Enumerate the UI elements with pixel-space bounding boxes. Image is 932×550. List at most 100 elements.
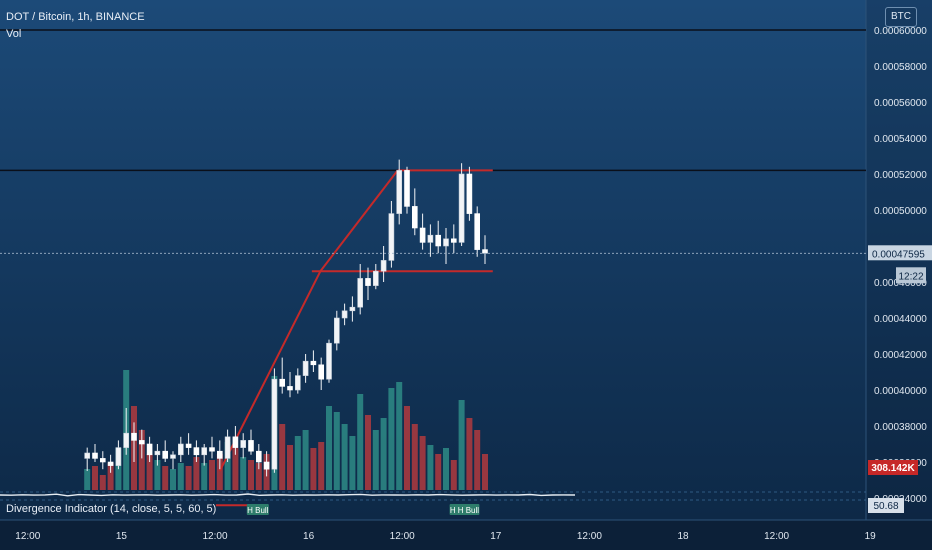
volume-bar [224,442,231,490]
candle-body [271,378,278,470]
volume-bar [357,394,364,490]
time-axis-background [0,520,932,550]
candle-body [365,278,371,286]
candle-body [357,278,364,308]
candle-body [427,234,434,243]
divergence-indicator-legend[interactable]: Divergence Indicator (14, close, 5, 5, 6… [6,503,217,515]
candle-body [115,447,122,466]
candle-body [201,447,207,456]
volume-bar [404,406,410,490]
candle-body [154,450,161,456]
time-tick-label: 16 [303,531,315,542]
volume-bar [474,430,481,490]
price-tick-label: 0.00044000 [874,314,927,325]
candle-body [248,440,254,452]
candle-body [318,364,325,380]
candle-body [92,452,98,459]
volume-bar [209,460,215,490]
volume-bar [380,418,387,490]
symbol-legend[interactable]: DOT / Bitcoin, 1h, BINANCE [6,11,145,23]
candle-body [450,238,457,243]
horizontal-levels-layer [0,29,866,172]
currency-badge[interactable]: BTC [885,7,917,27]
price-tick-label: 0.00054000 [874,134,927,145]
volume-badge-text: 308.142K [871,463,915,474]
candle-body [240,440,246,448]
volume-bar [240,457,247,490]
volume-bar [443,448,449,490]
volume-bar [279,424,286,490]
price-tick-label: 0.00042000 [874,350,927,361]
volume-bar [372,430,379,490]
price-tick-label: 0.00052000 [874,170,927,181]
volume-bar [435,454,442,490]
candle-body [107,461,114,466]
volume-bar [255,463,262,490]
candle-body [435,234,442,247]
volume-bar [341,424,348,490]
volume-bar [349,436,356,490]
candle-body [287,386,293,391]
time-tick-label: 15 [116,531,128,542]
price-tick-label: 0.00056000 [874,98,927,109]
candle-body [333,317,340,344]
volume-bar [318,442,325,490]
volume-bar [201,463,208,490]
countdown-text: 12:22 [898,271,923,282]
candle-body [310,360,317,366]
volume-bar [365,415,371,490]
volume-bar [170,469,176,490]
candle-body [380,260,387,272]
volume-bar [84,469,91,490]
candle-body [341,310,348,319]
candle-body [458,173,465,243]
volume-bar [107,463,114,490]
price-tick-label: 0.00040000 [874,386,927,397]
candle-body [263,461,270,470]
time-tick-label: 19 [865,531,877,542]
time-tick-label: 12:00 [577,531,602,542]
candle-body [279,378,286,387]
time-tick-label: 17 [490,531,502,542]
candle-body [474,213,481,250]
volume-bar [138,430,145,490]
candle-body [443,238,449,247]
volume-layer [84,370,488,490]
volume-bar [177,463,184,490]
volume-bar [193,457,200,490]
candle-body [411,206,418,229]
volume-bar [185,466,192,490]
volume-bar [154,460,161,490]
candle-body [131,432,137,441]
candle-body [123,432,129,448]
indicator-marker-label: H Bull [458,506,480,515]
indicator-value-text: 50.68 [873,501,898,512]
volume-bar [287,445,293,490]
volume-badge [868,460,918,475]
volume-bar [294,436,301,490]
volume-bar [419,436,426,490]
candle-body [209,447,215,452]
candle-body [419,227,426,243]
indicator-marker: H Bull [246,504,269,515]
time-tick-label: 12:00 [15,531,40,542]
indicator-marker: H Bull [457,504,480,515]
candle-body [302,360,309,376]
volume-bar [248,460,254,490]
volume-legend[interactable]: Vol [6,28,22,40]
price-tick-label: 0.00058000 [874,62,927,73]
volume-bar [310,448,317,490]
price-tick-label: 0.00038000 [874,422,927,433]
candle-body [232,436,239,448]
candle-body [162,450,168,459]
candle-body [185,443,192,448]
volume-bar [482,454,488,490]
time-tick-label: 12:00 [764,531,789,542]
price-tick-label: 0.00060000 [874,26,927,37]
volume-bar [396,382,403,490]
indicator-marker-box [246,504,269,515]
volume-bar [466,418,473,490]
